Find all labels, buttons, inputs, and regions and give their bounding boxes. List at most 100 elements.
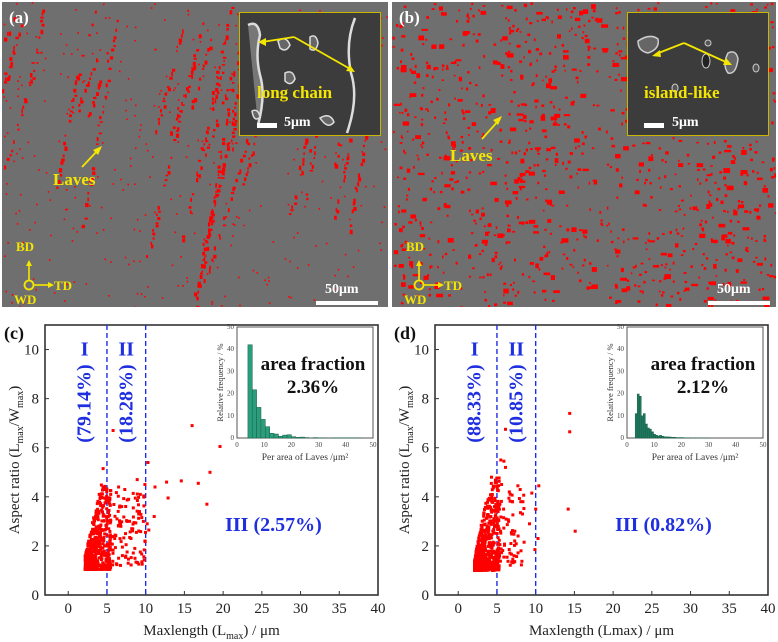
data-point — [141, 519, 145, 523]
laves-particle — [481, 239, 488, 244]
laves-particle — [548, 83, 551, 86]
laves-particle — [462, 191, 465, 194]
laves-particle — [692, 206, 698, 211]
laves-particle — [764, 6, 767, 9]
laves-particle — [455, 59, 462, 62]
laves-particle — [50, 234, 52, 237]
laves-particle — [38, 36, 41, 39]
laves-particle — [508, 112, 511, 116]
laves-particle — [130, 98, 132, 101]
laves-particle — [169, 111, 171, 113]
laves-particle — [5, 72, 8, 75]
data-point — [534, 507, 538, 511]
laves-particle — [478, 9, 480, 12]
laves-particle — [434, 116, 437, 119]
inset-x-tick-label: 0 — [235, 441, 239, 449]
data-point — [116, 509, 120, 513]
data-point — [95, 545, 98, 549]
data-point — [127, 497, 131, 501]
data-point — [109, 518, 113, 522]
data-point — [97, 564, 101, 568]
laves-particle — [69, 110, 73, 113]
laves-particle — [406, 130, 409, 133]
laves-particle — [408, 221, 413, 224]
data-point — [519, 500, 523, 504]
laves-particle — [516, 113, 524, 116]
laves-particle — [212, 135, 214, 137]
laves-particle — [400, 135, 403, 138]
laves-particle — [707, 190, 710, 194]
laves-particle — [290, 296, 292, 299]
laves-particle — [69, 114, 72, 117]
laves-particle — [102, 229, 105, 231]
region-label-i: I — [471, 339, 479, 361]
data-point — [101, 467, 105, 471]
data-point — [104, 554, 108, 558]
data-point — [519, 549, 523, 553]
laves-particle — [182, 238, 186, 243]
data-point — [132, 521, 136, 525]
laves-particle — [187, 9, 189, 12]
laves-particle — [462, 112, 465, 115]
data-point — [483, 531, 487, 535]
data-point — [489, 493, 492, 497]
data-point — [106, 567, 110, 571]
laves-particle — [706, 204, 711, 209]
laves-particle — [360, 162, 364, 166]
laves-particle — [615, 249, 621, 254]
laves-particle — [592, 9, 596, 13]
laves-particle — [13, 160, 15, 163]
laves-particle — [528, 219, 536, 224]
laves-particle — [690, 194, 692, 197]
laves-particle — [466, 87, 469, 91]
laves-particle — [88, 112, 92, 116]
laves-particle — [214, 66, 216, 69]
data-point — [139, 512, 143, 516]
laves-particle — [234, 106, 237, 109]
laves-particle — [344, 164, 346, 167]
laves-particle — [433, 3, 437, 6]
inset-y-tick-label: 40 — [617, 345, 625, 353]
laves-particle — [98, 132, 102, 135]
laves-particle — [43, 69, 45, 72]
laves-particle — [100, 206, 103, 209]
laves-particle — [421, 93, 424, 97]
laves-particle — [64, 146, 68, 151]
laves-particle — [591, 147, 595, 150]
laves-particle — [221, 101, 225, 105]
laves-particle — [746, 250, 749, 253]
laves-particle — [602, 48, 608, 53]
laves-particle — [196, 296, 199, 301]
data-point — [108, 503, 112, 507]
y-axis-label: Aspect ratio (Lmax/Wmax) — [397, 386, 416, 535]
laves-particle — [211, 220, 215, 223]
laves-particle — [492, 182, 495, 185]
laves-particle — [64, 134, 67, 137]
y-tick-label: 2 — [422, 539, 430, 555]
laves-particle — [618, 53, 621, 57]
data-point — [101, 514, 105, 518]
laves-particle — [163, 97, 165, 100]
laves-particle — [202, 259, 206, 261]
laves-particle — [165, 75, 168, 78]
laves-particle — [96, 137, 99, 142]
laves-particle — [490, 148, 493, 152]
laves-particle — [139, 230, 141, 232]
data-point — [473, 563, 477, 567]
laves-particle — [551, 20, 553, 24]
laves-particle — [381, 221, 383, 224]
laves-particle — [577, 168, 582, 171]
laves-particle — [724, 149, 731, 153]
arrowhead-icon — [723, 58, 732, 65]
laves-particle — [85, 202, 89, 208]
data-point — [97, 545, 101, 549]
laves-particle — [401, 282, 406, 287]
laves-particle — [191, 193, 195, 196]
laves-particle — [187, 13, 190, 16]
laves-particle — [87, 197, 89, 202]
data-point — [494, 554, 498, 558]
laves-particle — [522, 114, 527, 119]
data-point — [126, 561, 130, 565]
data-point — [138, 492, 142, 496]
laves-particle — [177, 99, 180, 101]
